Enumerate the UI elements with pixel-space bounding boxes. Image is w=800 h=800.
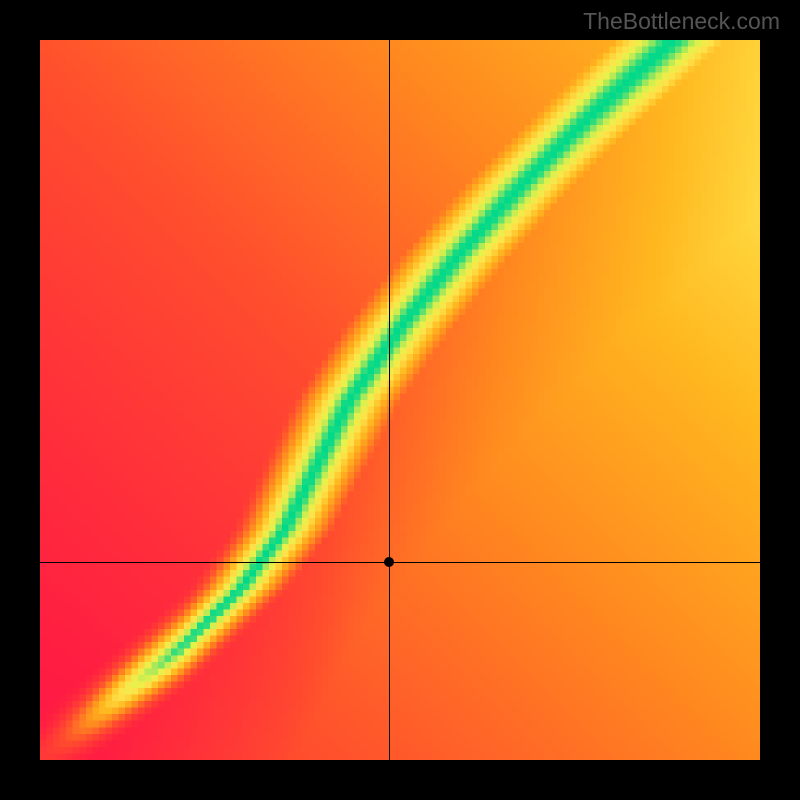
crosshair-vertical <box>389 40 390 760</box>
watermark-text: TheBottleneck.com <box>583 8 780 35</box>
bottleneck-heatmap <box>40 40 760 760</box>
crosshair-horizontal <box>40 562 760 563</box>
chart-container: TheBottleneck.com <box>0 0 800 800</box>
